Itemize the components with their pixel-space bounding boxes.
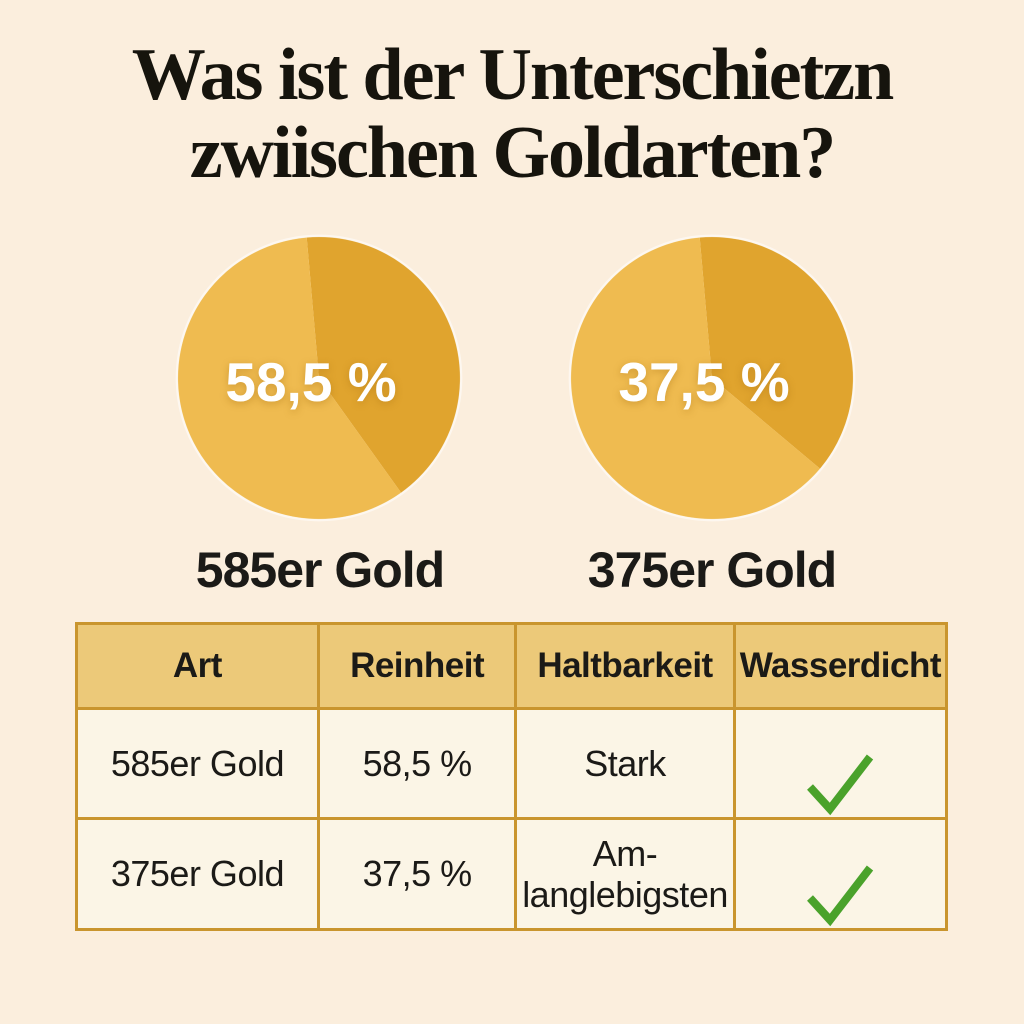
cell-wasserdicht-585 bbox=[732, 706, 949, 821]
cell-haltbarkeit-375: Am- langlebigsten bbox=[514, 817, 736, 931]
table-header-row: Art Reinheit Haltbarkeit Wasserdicht bbox=[75, 622, 949, 710]
pie-chart-375er-gold: 37,5 % bbox=[566, 232, 858, 524]
pie-chart-585er-gold: 58,5 % bbox=[173, 232, 465, 524]
gold-comparison-table: Art Reinheit Haltbarkeit Wasserdicht 585… bbox=[75, 622, 949, 931]
header-reinheit: Reinheit bbox=[316, 622, 518, 710]
cell-art-585: 585er Gold bbox=[75, 706, 320, 821]
cell-haltbarkeit-585: Stark bbox=[514, 706, 736, 821]
pie-375-graphic bbox=[566, 232, 858, 524]
cell-art-375: 375er Gold bbox=[75, 817, 320, 931]
check-icon bbox=[807, 754, 874, 816]
table-row-585: 585er Gold 58,5 % Stark bbox=[75, 706, 949, 821]
pie-585-caption: 585er Gold bbox=[195, 542, 445, 598]
header-wasserdicht: Wasserdicht bbox=[732, 622, 949, 710]
table-row-375: 375er Gold 37,5 % Am- langlebigsten bbox=[75, 817, 949, 931]
header-haltbarkeit: Haltbarkeit bbox=[514, 622, 736, 710]
cell-wasserdicht-375 bbox=[732, 817, 949, 931]
cell-reinheit-585: 58,5 % bbox=[316, 706, 518, 821]
page-title: Was ist der Unterschietzn zwiischen Gold… bbox=[131, 34, 895, 195]
pie-375-caption: 375er Gold bbox=[587, 542, 837, 598]
header-art: Art bbox=[75, 622, 320, 710]
cell-reinheit-375: 37,5 % bbox=[316, 817, 518, 931]
pie-585-graphic bbox=[173, 232, 465, 524]
check-icon bbox=[807, 865, 874, 927]
